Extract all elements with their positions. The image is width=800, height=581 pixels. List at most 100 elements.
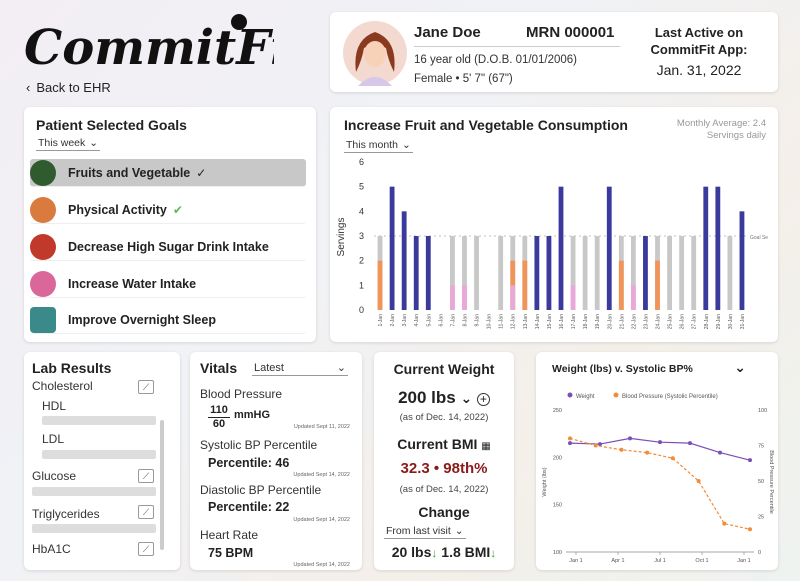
- change-filter-dropdown[interactable]: From last visit ⌄: [384, 525, 466, 539]
- legend-bp-marker: [614, 393, 619, 398]
- chevron-down-icon[interactable]: ⌄: [734, 359, 746, 376]
- arrow-down-icon: ↓: [490, 546, 496, 560]
- x-tick-label: 22-Jan: [631, 314, 637, 330]
- lab-cholesterol: Cholesterol: [32, 379, 93, 393]
- weight-point: [568, 441, 572, 445]
- goal-line-label: Goal Se: [750, 235, 768, 241]
- goals-card: Patient Selected Goals This week ⌄ Fruit…: [24, 107, 316, 342]
- servings-chart-card: 0 1 2 3 4 5 6 Servings Goal Se 1-Jan 2-Jan 3-Jan 4-J…: [330, 107, 778, 342]
- bar-total: [667, 236, 672, 310]
- bmi-title-row: Current BMI ▦: [374, 436, 514, 452]
- x-tick-label: Apr 1: [611, 558, 624, 564]
- x-tick-label: 4-Jan: [414, 314, 420, 327]
- bp-point: [568, 436, 572, 440]
- y-axis-label: Servings: [336, 218, 347, 257]
- chart-icon[interactable]: ⟋: [138, 505, 154, 519]
- bp-updated: Updated Sept 11, 2022: [294, 424, 350, 430]
- chart-filter-value: This month: [346, 139, 398, 151]
- x-tick-label: 15-Jan: [547, 314, 553, 330]
- x-tick-label: 8-Jan: [462, 314, 468, 327]
- broccoli-icon: [30, 160, 56, 186]
- bar-met-goal: [414, 236, 419, 310]
- right-tick-label: 25: [758, 515, 764, 521]
- lab-value-bar: [42, 450, 156, 459]
- goal-label: Decrease High Sugar Drink Intake: [68, 240, 269, 254]
- patient-card: Jane Doe MRN 000001 16 year old (D.O.B. …: [330, 12, 778, 92]
- weight-bp-chart-card: Weight Blood Pressure (Systolic Percentil…: [536, 352, 778, 570]
- legend-bp-label: Blood Pressure (Systolic Percentile): [622, 394, 718, 400]
- x-tick-label: 18-Jan: [583, 314, 589, 330]
- x-tick-label: 29-Jan: [716, 314, 722, 330]
- labs-scrollbar[interactable]: [160, 420, 164, 550]
- add-circle-icon[interactable]: +: [477, 393, 490, 406]
- bar-met-goal: [534, 236, 539, 310]
- sbp-updated: Updated Sept 14, 2022: [293, 472, 350, 478]
- chart-title: Increase Fruit and Vegetable Consumption: [344, 117, 628, 133]
- weight-value: 200 lbs: [398, 388, 456, 407]
- y-tick-label: 3: [359, 231, 364, 241]
- patient-sex-height: Female • 5' 7" (67"): [414, 73, 513, 85]
- bar-met-goal: [402, 211, 407, 310]
- bp-point: [748, 527, 752, 531]
- x-tick-label: 27-Jan: [692, 314, 698, 330]
- x-tick-label: 20-Jan: [607, 314, 613, 330]
- goals-filter-dropdown[interactable]: This week ⌄: [36, 137, 100, 151]
- chart-icon[interactable]: ⟋: [138, 542, 154, 556]
- x-tick-label: Jan 1: [569, 558, 582, 564]
- left-axis-label: Weight (lbs): [542, 467, 548, 496]
- bp-point: [671, 456, 675, 460]
- goals-filter-value: This week: [38, 137, 85, 149]
- change-bmi: 1.8 BMI: [441, 544, 490, 560]
- legend-weight-label: Weight: [576, 394, 595, 400]
- bar-met-goal: [390, 187, 395, 310]
- x-tick-label: 12-Jan: [511, 314, 517, 330]
- x-tick-label: 6-Jan: [438, 314, 444, 327]
- goal-item-overnight-sleep[interactable]: Improve Overnight Sleep: [30, 306, 306, 334]
- chevron-down-icon: ⌄: [402, 139, 411, 151]
- hr-value: 75 BPM: [208, 546, 253, 560]
- vitals-filter-dropdown[interactable]: Latest ⌄: [252, 361, 348, 376]
- x-tick-label: 17-Jan: [571, 314, 577, 330]
- change-values: 20 lbs↓ 1.8 BMI↓: [374, 544, 514, 560]
- bp-unit: mmHG: [234, 409, 270, 421]
- bp-point: [722, 522, 726, 526]
- bp-diastolic: 60: [208, 418, 230, 431]
- lab-value-bar: [32, 524, 156, 533]
- goal-item-physical-activity[interactable]: Physical Activity ✔: [30, 196, 306, 224]
- bar-other: [510, 285, 515, 310]
- right-tick-label: 75: [758, 444, 764, 450]
- goal-item-fruits-vegetable[interactable]: Fruits and Vegetable ✓: [30, 159, 306, 187]
- x-tick-label: Jul 1: [654, 558, 666, 564]
- last-active-title: Last Active on CommitFit App:: [634, 24, 764, 58]
- calculator-icon[interactable]: ▦: [481, 441, 490, 452]
- change-filter-value: From last visit: [386, 525, 451, 537]
- x-tick-label: 5-Jan: [426, 314, 432, 327]
- soda-bottle-icon: [30, 234, 56, 260]
- goal-item-water-intake[interactable]: Increase Water Intake: [30, 270, 306, 298]
- weight-bp-chart: Weight Blood Pressure (Systolic Percentil…: [536, 352, 778, 570]
- lab-triglycerides: Triglycerides: [32, 507, 100, 521]
- change-weight: 20 lbs: [392, 544, 432, 560]
- dumbbell-icon: [30, 197, 56, 223]
- x-tick-label: 28-Jan: [704, 314, 710, 330]
- chart-filter-dropdown[interactable]: This month ⌄: [344, 139, 413, 153]
- check-circle-icon: ✔: [173, 203, 183, 217]
- back-label: Back to EHR: [36, 80, 110, 95]
- right-tick-label: 0: [758, 550, 761, 556]
- x-tick-label: 1-Jan: [378, 314, 384, 327]
- patient-mrn: MRN 000001: [526, 24, 614, 41]
- back-to-ehr-link[interactable]: ‹ Back to EHR: [26, 80, 111, 95]
- patient-age: 16 year old (D.O.B. 01/01/2006): [414, 54, 577, 66]
- weight-point: [748, 458, 752, 462]
- chevron-down-icon[interactable]: ⌄: [460, 390, 472, 406]
- goal-item-sugar-drink[interactable]: Decrease High Sugar Drink Intake: [30, 233, 306, 261]
- vitals-filter-value: Latest: [254, 362, 284, 374]
- x-tick-label: 19-Jan: [595, 314, 601, 330]
- arrow-down-icon: ↓: [431, 546, 437, 560]
- chart-icon[interactable]: ⟋: [138, 380, 154, 394]
- chart-icon[interactable]: ⟋: [138, 469, 154, 483]
- bp-label: Blood Pressure: [200, 387, 282, 401]
- y-tick-label: 5: [359, 182, 364, 192]
- chevron-down-icon: ⌄: [337, 361, 346, 374]
- commitfit-logo: CommitFit: [24, 12, 274, 80]
